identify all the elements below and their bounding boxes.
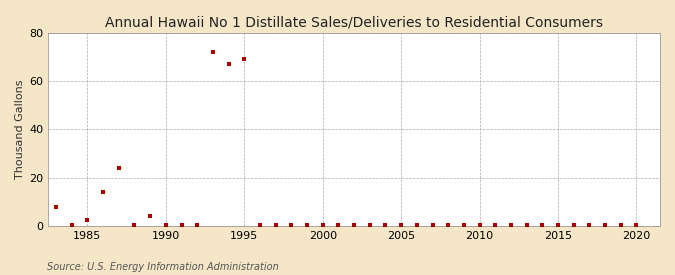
Point: [270, 223, 281, 228]
Point: [286, 223, 297, 228]
Point: [631, 223, 642, 228]
Point: [192, 223, 202, 228]
Point: [458, 223, 469, 228]
Text: Source: U.S. Energy Information Administration: Source: U.S. Energy Information Administ…: [47, 262, 279, 272]
Point: [98, 190, 109, 194]
Title: Annual Hawaii No 1 Distillate Sales/Deliveries to Residential Consumers: Annual Hawaii No 1 Distillate Sales/Deli…: [105, 15, 603, 29]
Point: [254, 223, 265, 228]
Y-axis label: Thousand Gallons: Thousand Gallons: [15, 80, 25, 179]
Point: [380, 223, 391, 228]
Point: [333, 223, 344, 228]
Point: [490, 223, 501, 228]
Point: [599, 223, 610, 228]
Point: [129, 223, 140, 228]
Point: [349, 223, 360, 228]
Point: [584, 223, 595, 228]
Point: [521, 223, 532, 228]
Point: [616, 223, 626, 228]
Point: [82, 218, 92, 222]
Point: [537, 223, 547, 228]
Point: [144, 214, 155, 218]
Point: [223, 62, 234, 67]
Point: [161, 223, 171, 228]
Point: [443, 223, 454, 228]
Point: [317, 223, 328, 228]
Point: [239, 57, 250, 62]
Point: [427, 223, 438, 228]
Point: [396, 223, 406, 228]
Point: [207, 50, 218, 54]
Point: [302, 223, 313, 228]
Point: [113, 166, 124, 170]
Point: [66, 223, 77, 227]
Point: [553, 223, 564, 228]
Point: [176, 223, 187, 228]
Point: [412, 223, 423, 228]
Point: [51, 204, 61, 209]
Point: [364, 223, 375, 228]
Point: [474, 223, 485, 228]
Point: [506, 223, 516, 228]
Point: [568, 223, 579, 228]
